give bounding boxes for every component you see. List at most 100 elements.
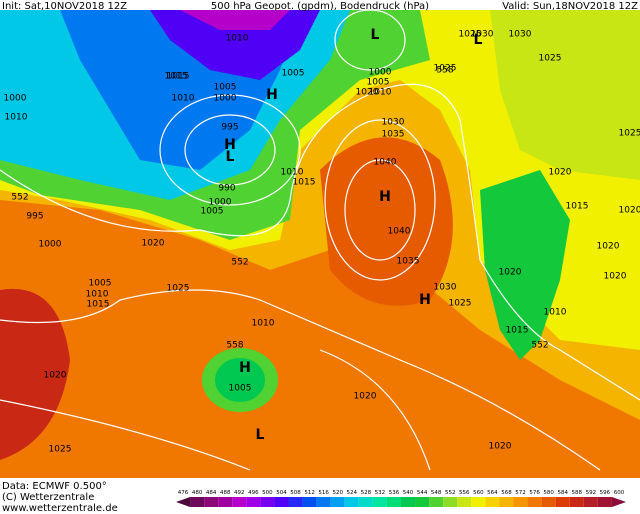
colorbar-label: 500	[262, 490, 273, 496]
colorbar-label: 556	[459, 490, 470, 496]
colorbar-swatch	[583, 497, 598, 507]
isobar-label: 1010	[226, 34, 249, 44]
colorbar-label: 600	[614, 490, 625, 496]
isobar-label: 1025	[167, 284, 190, 294]
init-time: Init: Sat,10NOV2018 12Z	[2, 1, 127, 12]
isobar-label: 1020	[354, 392, 377, 402]
colorbar-swatch	[457, 497, 472, 507]
pressure-center: L	[474, 32, 483, 48]
colorbar-swatch	[527, 497, 542, 507]
colorbar-swatch	[485, 497, 500, 507]
isobar-label: 1035	[382, 130, 405, 140]
contour-label: 552	[231, 258, 248, 268]
colorbar-swatch	[190, 497, 205, 507]
isobar-label: 1020	[44, 371, 67, 381]
isobar-label: 995	[26, 212, 43, 222]
colorbar-swatch	[344, 497, 359, 507]
colorbar-label: 564	[487, 490, 498, 496]
colorbar-swatch	[471, 497, 486, 507]
colorbar-swatch	[316, 497, 331, 507]
isobar-label: 1015	[87, 300, 110, 310]
isobar-label: 1030	[382, 118, 405, 128]
isobar-label: 1000	[209, 198, 232, 208]
isobar-label: 1010	[281, 168, 304, 178]
isobar-label: 1020	[499, 268, 522, 278]
isobar-label: 1015	[293, 178, 316, 188]
map-title: 500 hPa Geopot. (gpdm), Bodendruck (hPa)	[211, 1, 429, 12]
isobar-label: 1015	[165, 72, 188, 82]
colorbar-label: 480	[192, 490, 203, 496]
isobar-label: 995	[221, 123, 238, 133]
pressure-center: L	[226, 149, 235, 165]
colorbar-swatch	[597, 497, 612, 507]
pressure-center: H	[239, 360, 251, 376]
colorbar-label: 496	[248, 490, 259, 496]
isobar-label: 1025	[619, 129, 640, 139]
isobar-label: 1010	[252, 319, 275, 329]
colorbar-label: 532	[375, 490, 386, 496]
colorbar-label: 584	[557, 490, 568, 496]
isobar-label: 1040	[374, 158, 397, 168]
isobar-label: 1030	[509, 30, 532, 40]
colorbar-label: 572	[515, 490, 526, 496]
isobar-label: 1025	[449, 299, 472, 309]
colorbar-swatch	[499, 497, 514, 507]
isobar-label: 1020	[597, 242, 620, 252]
isobar-label: 1000	[4, 94, 27, 104]
copyright: (C) Wetterzentrale	[2, 492, 94, 503]
isobar-label: 1030	[434, 283, 457, 293]
isobar-label: 1035	[397, 257, 420, 267]
isobar-label: 1020	[489, 442, 512, 452]
colorbar-swatch	[246, 497, 261, 507]
pressure-center: H	[266, 87, 278, 103]
colorbar-label: 536	[389, 490, 400, 496]
pressure-center: L	[371, 27, 380, 43]
colorbar-swatch	[555, 497, 570, 507]
isobar-label: 1010	[369, 88, 392, 98]
contour-label: 558	[226, 341, 243, 351]
colorbar-swatch	[372, 497, 387, 507]
isobar-label: 1020	[619, 206, 640, 216]
colorbar-label: 552	[445, 490, 456, 496]
contour-label: 552	[11, 193, 28, 203]
colorbar-swatch	[611, 497, 626, 507]
colorbar-label: 560	[473, 490, 484, 496]
colorbar-swatch	[541, 497, 556, 507]
colorbar-swatch	[415, 497, 430, 507]
colorbar-swatch	[260, 497, 275, 507]
colorbar-label: 592	[586, 490, 597, 496]
colorbar-label: 580	[543, 490, 554, 496]
colorbar-label: 524	[347, 490, 358, 496]
colorbar-swatch	[429, 497, 444, 507]
isobar-label: 1015	[566, 202, 589, 212]
isobar-label: 1025	[539, 54, 562, 64]
colorbar-swatch	[232, 497, 247, 507]
colorbar-label: 548	[431, 490, 442, 496]
colorbar-label: 504	[276, 490, 287, 496]
isobar-label: 1025	[434, 64, 457, 74]
isobar-label: 1020	[356, 88, 379, 98]
colorbar-label: 568	[501, 490, 512, 496]
valid-time: Valid: Sun,18NOV2018 12Z	[502, 1, 638, 12]
colorbar-swatch	[330, 497, 345, 507]
colorbar-swatch	[569, 497, 584, 507]
isobar-label: 1010	[172, 94, 195, 104]
isobar-label: 1020	[549, 168, 572, 178]
colorbar-label: 576	[529, 490, 540, 496]
colorbar-swatch	[401, 497, 416, 507]
colorbar-label: 492	[234, 490, 245, 496]
map-field	[0, 10, 640, 478]
colorbar-swatch	[386, 497, 401, 507]
colorbar-label: 484	[206, 490, 217, 496]
data-source: Data: ECMWF 0.500°	[2, 481, 107, 492]
isobar-label: 1005	[89, 279, 112, 289]
colorbar-label: 512	[304, 490, 315, 496]
colorbar-swatch	[358, 497, 373, 507]
isobar-label: 1000	[214, 94, 237, 104]
colorbar-label: 516	[318, 490, 329, 496]
isobar-label: 1025	[49, 445, 72, 455]
colorbar-label: 528	[361, 490, 372, 496]
colorbar-label: 540	[403, 490, 414, 496]
isobar-label: 1015	[167, 72, 190, 82]
